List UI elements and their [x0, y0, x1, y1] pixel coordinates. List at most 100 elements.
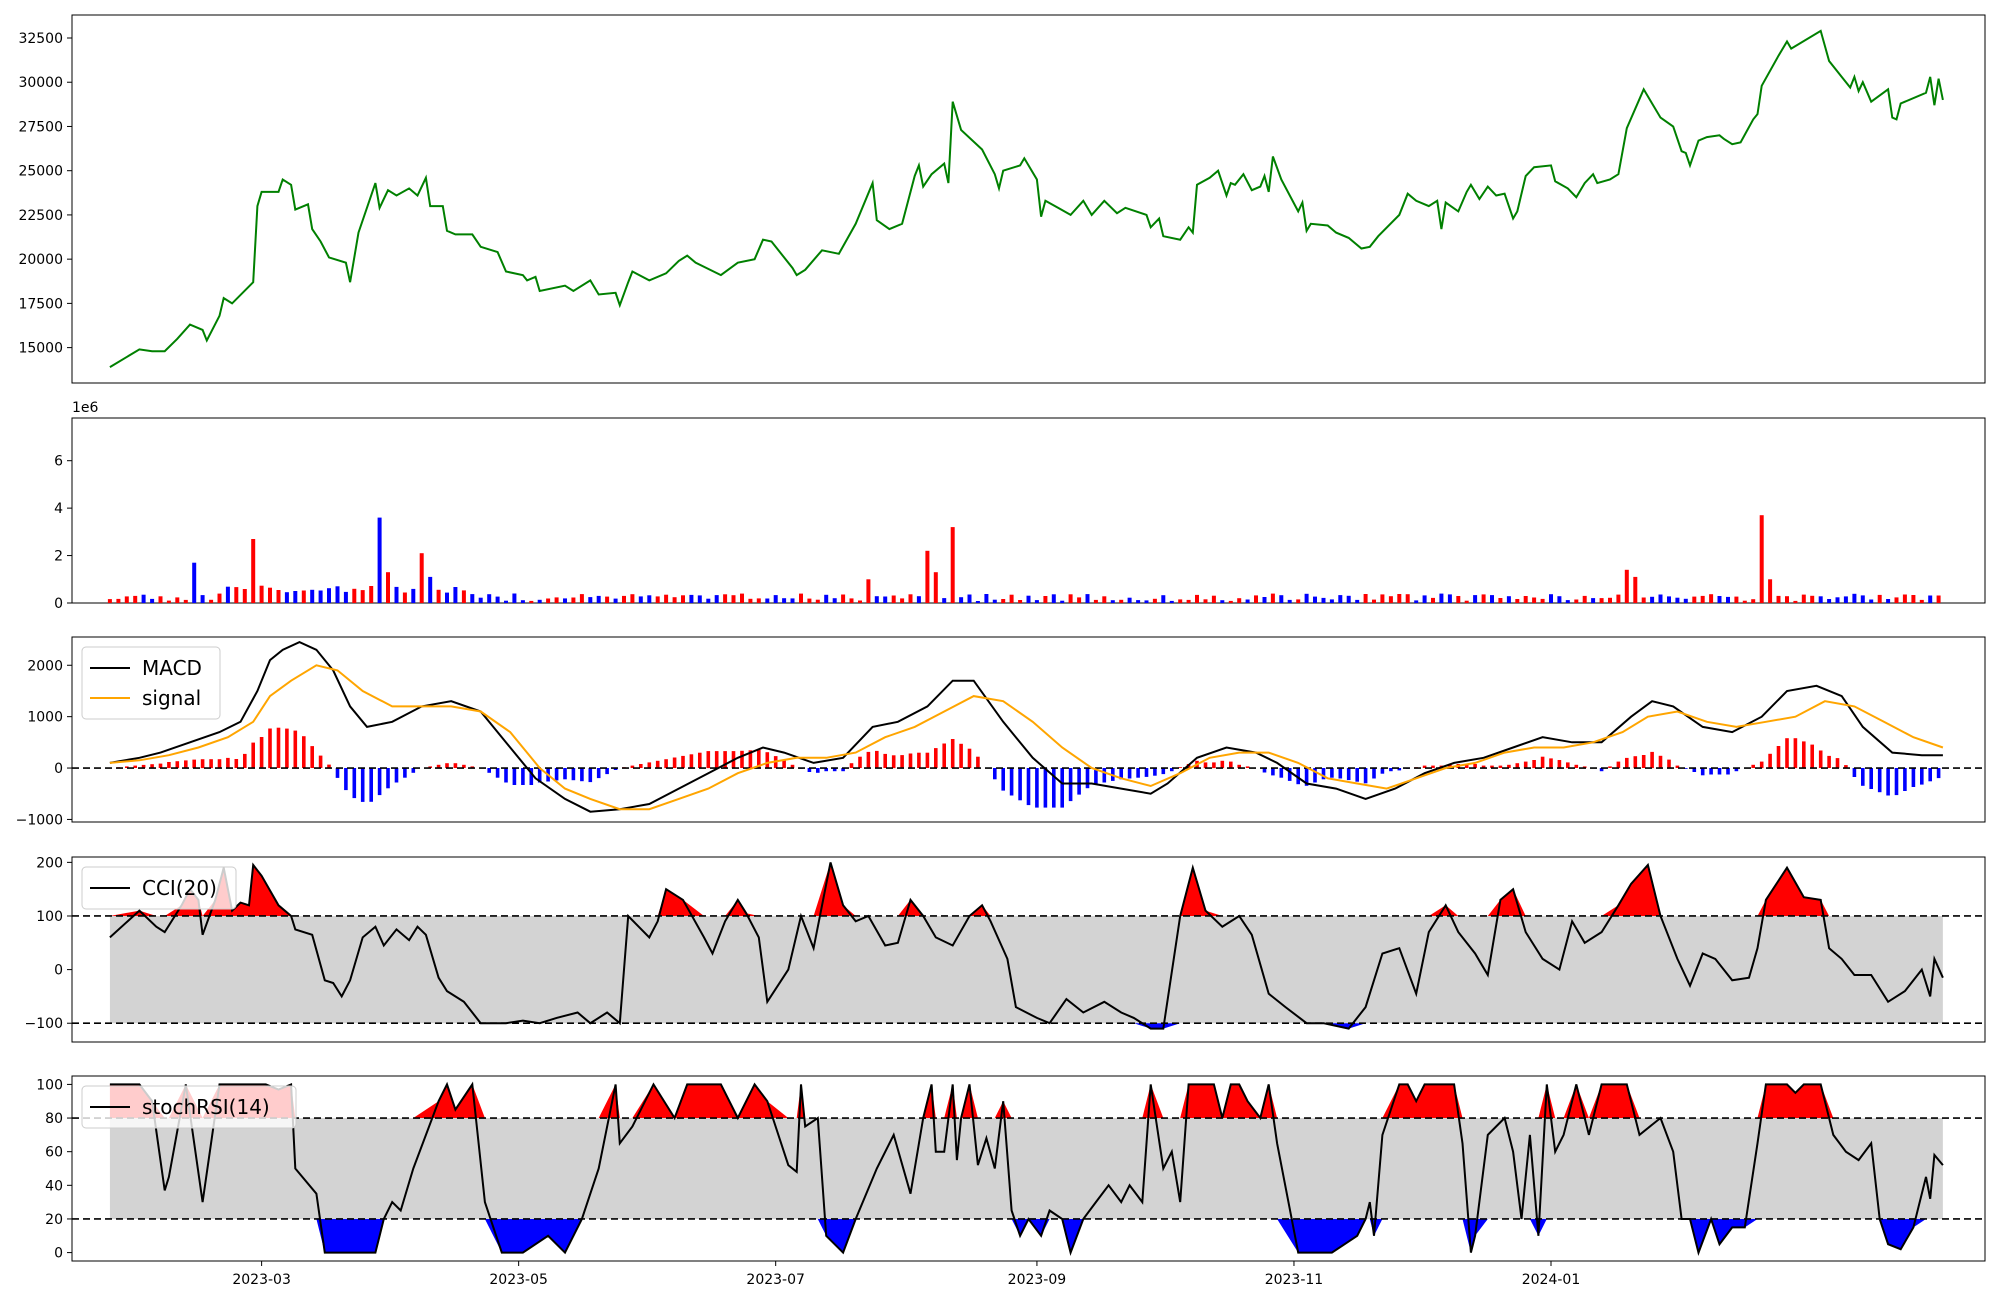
macd-histogram-bar — [681, 755, 685, 768]
volume-bar — [1237, 598, 1242, 603]
macd-histogram-bar — [175, 761, 180, 769]
macd-histogram-bar — [832, 768, 837, 772]
volume-bar — [327, 588, 331, 603]
price-ytick-label: 27500 — [18, 119, 63, 135]
macd-histogram-bar — [605, 768, 609, 775]
volume-bar — [335, 586, 340, 603]
macd-histogram-bar — [883, 753, 887, 768]
volume-bar — [1801, 594, 1806, 603]
cci-ytick-label: 200 — [36, 855, 63, 871]
macd-histogram-bar — [141, 764, 146, 768]
volume-bar — [1093, 599, 1098, 603]
macd-histogram-bar — [1052, 768, 1056, 808]
macd-histogram-bar — [1928, 768, 1932, 782]
volume-bar — [613, 598, 618, 603]
macd-histogram-bar — [512, 768, 517, 785]
volume-bar — [1346, 595, 1351, 603]
stochrsi-ytick-label: 100 — [36, 1077, 63, 1093]
volume-bar — [470, 594, 475, 603]
volume-bar — [866, 579, 871, 603]
volume-bar — [874, 596, 879, 603]
volume-bar — [343, 591, 348, 603]
volume-bar — [1557, 596, 1562, 603]
macd-histogram-bar — [934, 748, 938, 768]
macd-histogram-bar — [1473, 764, 1477, 768]
volume-bar — [1372, 599, 1376, 603]
volume-bar — [605, 596, 610, 603]
macd-histogram-bar — [698, 752, 702, 768]
volume-bar — [1481, 594, 1486, 603]
volume-bar — [992, 599, 997, 603]
macd-histogram-bar — [302, 736, 306, 768]
volume-bar — [740, 593, 744, 603]
macd-histogram-bar — [1094, 768, 1098, 785]
macd-histogram-bar — [487, 768, 491, 773]
volume-bar — [284, 592, 289, 603]
macd-histogram-bar — [1877, 768, 1882, 793]
macd-histogram-bar — [1894, 768, 1899, 796]
macd-histogram-bar — [1532, 760, 1536, 769]
macd-histogram-bar — [1625, 757, 1629, 768]
macd-histogram-bar — [318, 755, 323, 768]
macd-histogram-bar — [428, 766, 432, 768]
volume-bar — [1667, 596, 1671, 603]
volume-bar — [1456, 596, 1461, 603]
volume-bar — [1152, 598, 1157, 603]
macd-histogram-bar — [445, 763, 449, 768]
macd-histogram-bar — [243, 753, 247, 768]
volume-bar — [1726, 596, 1730, 603]
volume-bar — [183, 599, 188, 603]
volume-bar — [1405, 594, 1410, 603]
volume-bar — [1110, 600, 1115, 603]
price-ytick-label: 17500 — [18, 296, 63, 312]
volume-bar — [950, 527, 955, 603]
macd-histogram-bar — [748, 750, 753, 769]
macd-histogram-bar — [495, 768, 500, 778]
macd-histogram-bar — [1422, 765, 1427, 768]
macd-histogram-bar — [1827, 755, 1831, 768]
volume-bar — [504, 600, 508, 603]
macd-histogram-bar — [672, 757, 677, 768]
volume-bar — [1658, 594, 1663, 603]
volume-bar — [1936, 595, 1941, 603]
macd-histogram-bar — [259, 737, 264, 769]
volume-bar — [1818, 596, 1823, 603]
macd-histogram-bar — [1001, 768, 1005, 791]
volume-bar — [1018, 600, 1023, 603]
macd-histogram-bar — [1776, 746, 1781, 769]
volume-bar — [293, 591, 298, 603]
volume-bar — [1422, 595, 1427, 603]
macd-histogram-bar — [1709, 768, 1713, 775]
macd-histogram-bar — [858, 756, 862, 768]
macd-histogram-bar — [1633, 756, 1638, 769]
volume-bar — [1599, 598, 1604, 603]
volume-bar — [1709, 594, 1714, 603]
x-tick-label: 2023-07 — [746, 1272, 805, 1288]
volume-bar — [782, 598, 787, 603]
volume-bar — [1279, 595, 1284, 603]
volume-bar — [1329, 599, 1334, 603]
macd-histogram-bar — [655, 760, 660, 769]
volume-bar — [1186, 599, 1191, 603]
volume-bar — [386, 572, 390, 603]
volume-bar — [1506, 596, 1511, 603]
volume-bar — [1843, 596, 1848, 603]
volume-bar — [1051, 594, 1056, 603]
cci-legend-box — [81, 866, 237, 910]
macd-histogram-bar — [1296, 768, 1300, 785]
macd-histogram-bar — [158, 763, 163, 768]
macd-histogram-bar — [1658, 755, 1663, 769]
macd-histogram-bar — [1936, 768, 1941, 779]
macd-histogram-bar — [470, 766, 475, 768]
macd-histogram-bar — [1861, 768, 1865, 786]
stochrsi-ytick-label: 0 — [54, 1246, 63, 1262]
volume-bar — [799, 593, 803, 603]
volume-bar — [1254, 595, 1258, 603]
volume-bar — [116, 598, 121, 603]
volume-bar — [1127, 597, 1132, 603]
macd-histogram-bar — [875, 750, 879, 768]
volume-bar — [638, 596, 643, 603]
cci-frame — [71, 856, 1986, 1043]
volume-bar — [706, 598, 711, 603]
